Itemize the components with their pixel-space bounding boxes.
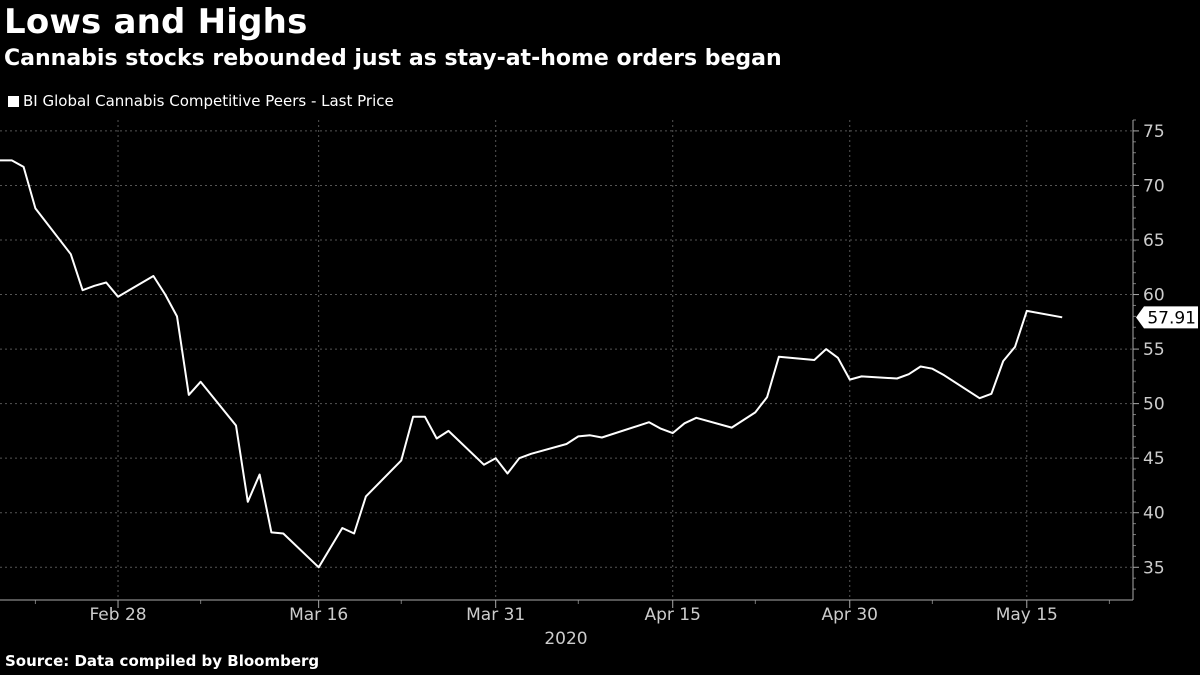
x-tick-label: May 15 — [996, 605, 1058, 625]
y-tick-label: 45 — [1143, 449, 1165, 469]
x-tick-label: Mar 31 — [466, 605, 525, 625]
legend-label: BI Global Cannabis Competitive Peers - L… — [23, 92, 394, 110]
chart-subtitle: Cannabis stocks rebounded just as stay-a… — [4, 46, 782, 71]
x-tick-label: Apr 30 — [822, 605, 878, 625]
y-tick-label: 75 — [1143, 122, 1165, 142]
last-value-badge — [1136, 306, 1198, 329]
y-tick-label: 70 — [1143, 176, 1165, 196]
x-tick-label: Apr 15 — [644, 605, 700, 625]
x-tick-label: Mar 16 — [289, 605, 348, 625]
x-axis-label: 2020 — [544, 629, 587, 649]
y-tick-label: 55 — [1143, 340, 1165, 360]
y-tick-label: 65 — [1143, 231, 1165, 251]
y-tick-label: 60 — [1143, 286, 1165, 306]
y-tick-label: 40 — [1143, 504, 1165, 524]
y-tick-label: 35 — [1143, 558, 1165, 578]
series-line-0 — [0, 159, 1063, 569]
legend-swatch — [8, 95, 19, 107]
chart-title: Lows and Highs — [4, 2, 308, 42]
legend: BI Global Cannabis Competitive Peers - L… — [8, 92, 394, 110]
last-value-label: 57.91 — [1147, 308, 1196, 328]
y-tick-label: 50 — [1143, 395, 1165, 415]
source-note: Source: Data compiled by Bloomberg — [5, 652, 320, 670]
x-tick-label: Feb 28 — [89, 605, 146, 625]
